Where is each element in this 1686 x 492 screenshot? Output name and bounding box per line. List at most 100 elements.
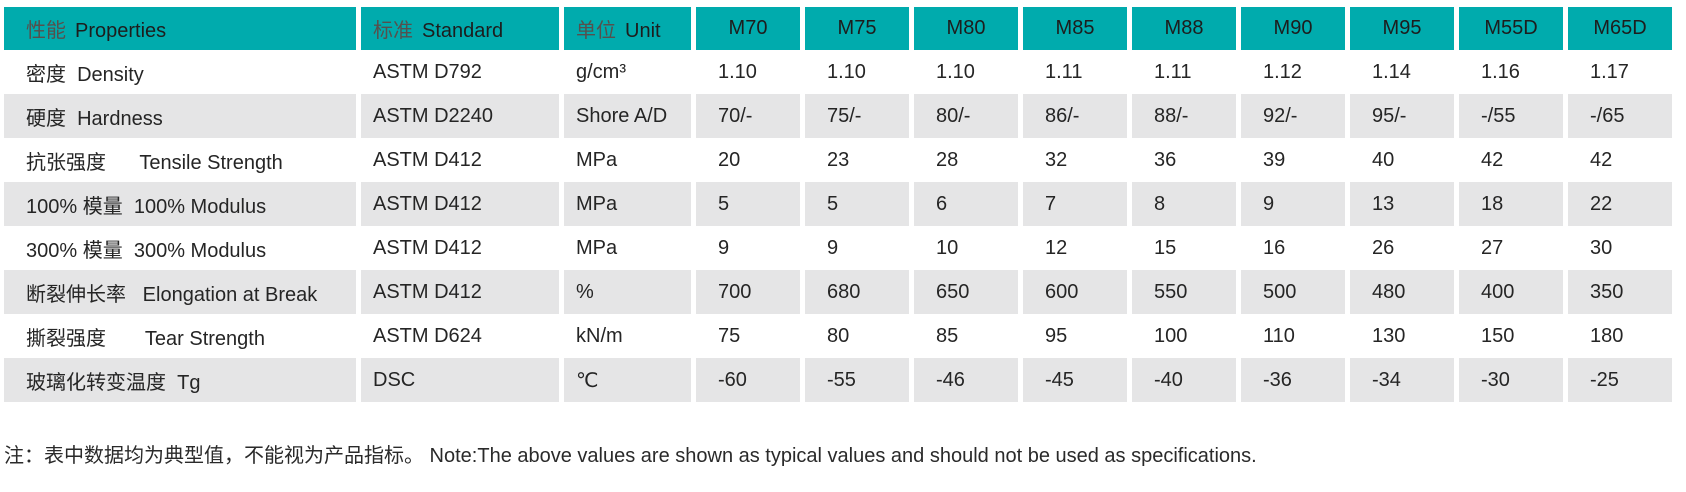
value-cell: 700: [696, 270, 800, 314]
table-row-tensile-strength: 抗张强度 Tensile Strength ASTM D412 MPa 20 2…: [4, 138, 1672, 182]
value-cell: -60: [696, 358, 800, 402]
value-cell: 42: [1481, 148, 1504, 171]
value-cell: 1.14: [1372, 60, 1411, 83]
value-cell: 39: [1263, 148, 1286, 171]
value-cell: 12: [1045, 236, 1068, 259]
value-cell: 16: [1263, 236, 1286, 259]
value-cell: -25: [1568, 358, 1672, 402]
value-cell: 9: [718, 236, 730, 259]
value-cell: 480: [1350, 270, 1454, 314]
header-unit-en: Unit: [625, 20, 661, 42]
value-cell: 5: [696, 182, 800, 226]
value-cell: 23: [827, 148, 850, 171]
unit-cell: MPa: [576, 236, 618, 259]
table-row-tear-strength: 撕裂强度 Tear Strength ASTM D624 kN/m 75 80 …: [4, 314, 1672, 358]
value-cell: 42: [1590, 148, 1613, 171]
header-standard-cn: 标准: [373, 20, 413, 42]
value-cell: 1.10: [718, 60, 757, 83]
value-cell: 5: [805, 182, 909, 226]
header-grade-m85: M85: [1023, 7, 1127, 50]
value-cell: 75: [718, 324, 741, 347]
value-cell: 350: [1568, 270, 1672, 314]
value-cell: 10: [936, 236, 959, 259]
value-cell: -45: [1023, 358, 1127, 402]
value-cell: 150: [1481, 324, 1515, 347]
property-cell: 断裂伸长率 Elongation at Break: [4, 270, 356, 314]
value-cell: 7: [1023, 182, 1127, 226]
header-unit: 单位 Unit: [564, 7, 691, 50]
value-cell: 550: [1132, 270, 1236, 314]
value-cell: 9: [1241, 182, 1345, 226]
unit-cell: ℃: [564, 358, 691, 402]
value-cell: 8: [1132, 182, 1236, 226]
property-cell: 密度 Density: [26, 63, 144, 86]
value-cell: -55: [805, 358, 909, 402]
header-row: 性能 Properties 标准 Standard 单位 Unit M70 M75 M…: [4, 7, 1672, 50]
unit-cell: Shore A/D: [564, 94, 691, 138]
value-cell: -/55: [1459, 94, 1563, 138]
unit-cell: MPa: [564, 182, 691, 226]
value-cell: 1.10: [827, 60, 866, 83]
standard-cell: ASTM D412: [361, 270, 559, 314]
value-cell: 1.11: [1045, 60, 1083, 83]
value-cell: 13: [1350, 182, 1454, 226]
header-properties-cn: 性能: [26, 20, 66, 42]
value-cell: 6: [914, 182, 1018, 226]
value-cell: 680: [805, 270, 909, 314]
value-cell: 80: [827, 324, 850, 347]
value-cell: 1.11: [1154, 60, 1192, 83]
header-grade-m65d: M65D: [1568, 7, 1672, 50]
standard-cell: ASTM D412: [361, 182, 559, 226]
value-cell: 130: [1372, 324, 1406, 347]
value-cell: 100: [1154, 324, 1188, 347]
table-row-glass-transition: 玻璃化转变温度 Tg DSC ℃ -60 -55 -46 -45 -40 -36…: [4, 358, 1672, 402]
value-cell: 28: [936, 148, 959, 171]
value-cell: -30: [1459, 358, 1563, 402]
value-cell: -34: [1350, 358, 1454, 402]
value-cell: 75/-: [805, 94, 909, 138]
value-cell: 1.12: [1263, 60, 1302, 83]
unit-cell: %: [564, 270, 691, 314]
property-cell: 硬度 Hardness: [4, 94, 356, 138]
value-cell: 18: [1459, 182, 1563, 226]
property-cell: 100% 模量 100% Modulus: [4, 182, 356, 226]
value-cell: 180: [1590, 324, 1624, 347]
properties-table: 性能 Properties 标准 Standard 单位 Unit M70 M75 M…: [0, 7, 1677, 402]
value-cell: 20: [718, 148, 741, 171]
header-grade-m55d: M55D: [1459, 7, 1563, 50]
value-cell: 86/-: [1023, 94, 1127, 138]
material-spec-sheet: 性能 Properties 标准 Standard 单位 Unit M70 M75 M…: [0, 7, 1686, 468]
value-cell: 88/-: [1132, 94, 1236, 138]
unit-cell: kN/m: [576, 324, 623, 347]
value-cell: 95: [1045, 324, 1068, 347]
value-cell: 650: [914, 270, 1018, 314]
unit-cell: g/cm³: [576, 60, 626, 83]
header-grade-m88: M88: [1132, 7, 1236, 50]
table-row-elongation: 断裂伸长率 Elongation at Break ASTM D412 % 70…: [4, 270, 1672, 314]
value-cell: 110: [1263, 324, 1295, 347]
table-row-hardness: 硬度 Hardness ASTM D2240 Shore A/D 70/- 75…: [4, 94, 1672, 138]
standard-cell: DSC: [361, 358, 559, 402]
header-standard-en: Standard: [422, 20, 504, 42]
value-cell: -40: [1132, 358, 1236, 402]
header-grade-m75: M75: [805, 7, 909, 50]
table-row-100-modulus: 100% 模量 100% Modulus ASTM D412 MPa 5 5 6…: [4, 182, 1672, 226]
value-cell: 92/-: [1241, 94, 1345, 138]
value-cell: 1.16: [1481, 60, 1520, 83]
property-cell: 玻璃化转变温度 Tg: [4, 358, 356, 402]
value-cell: 1.10: [936, 60, 975, 83]
standard-cell: ASTM D412: [373, 236, 482, 259]
property-cell: 抗张强度 Tensile Strength: [26, 151, 283, 174]
header-standard: 标准 Standard: [361, 7, 559, 50]
header-properties-en: Properties: [75, 20, 167, 42]
value-cell: 32: [1045, 148, 1068, 171]
value-cell: 27: [1481, 236, 1504, 259]
header-properties: 性能 Properties: [4, 7, 356, 50]
header-grade-m90: M90: [1241, 7, 1345, 50]
value-cell: 500: [1241, 270, 1345, 314]
value-cell: 70/-: [696, 94, 800, 138]
standard-cell: ASTM D412: [373, 148, 482, 171]
value-cell: 1.17: [1590, 60, 1629, 83]
value-cell: 600: [1023, 270, 1127, 314]
value-cell: -/65: [1568, 94, 1672, 138]
